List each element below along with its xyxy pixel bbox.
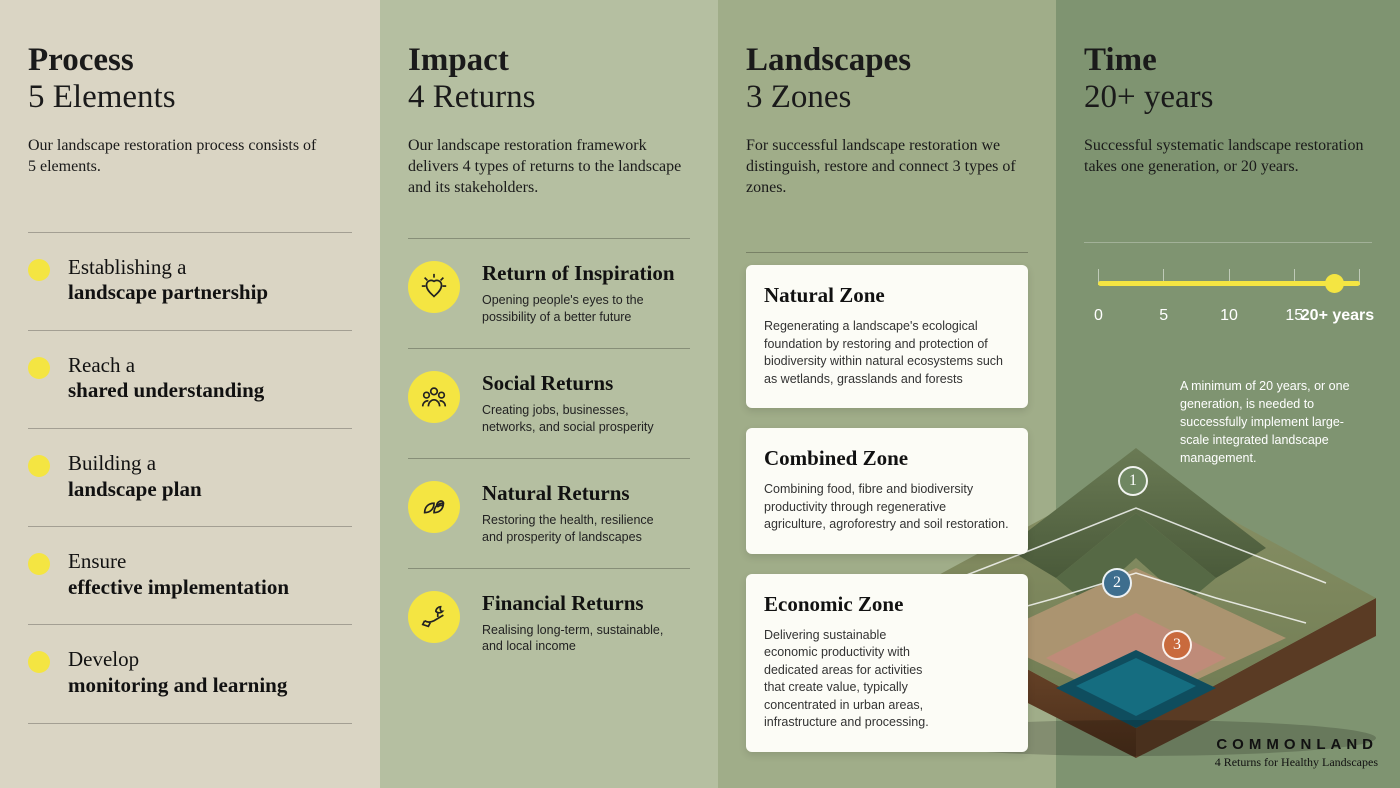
- zone-body: Regenerating a landscape's ecological fo…: [764, 318, 1010, 388]
- zones-list: Natural Zone Regenerating a landscape's …: [746, 252, 1028, 752]
- process-element-text: Establishing alandscape partnership: [68, 255, 268, 306]
- social-icon: [408, 371, 460, 423]
- process-element-text: Building alandscape plan: [68, 451, 202, 502]
- column-process: Process 5 Elements Our landscape restora…: [0, 0, 380, 788]
- zone-card: Economic Zone Delivering sustainable eco…: [746, 574, 1028, 752]
- process-desc: Our landscape restoration process consis…: [28, 136, 328, 178]
- bullet-dot-icon: [28, 553, 50, 575]
- impact-return: Return of Inspiration Opening people's e…: [408, 238, 690, 348]
- process-title: Process: [28, 42, 352, 79]
- timeline-tick-label: 0: [1094, 307, 1103, 325]
- impact-return-text: Financial Returns Realising long-term, s…: [482, 591, 672, 656]
- impact-return-title: Natural Returns: [482, 481, 672, 506]
- landscapes-desc: For successful landscape restoration we …: [746, 136, 1028, 198]
- time-desc: Successful systematic landscape restorat…: [1084, 136, 1372, 178]
- brand-name: COMMONLAND: [1215, 736, 1378, 753]
- process-element: Building alandscape plan: [28, 428, 352, 526]
- zone-card: Natural Zone Regenerating a landscape's …: [746, 265, 1028, 408]
- zone-pin-2: 2: [1102, 568, 1132, 598]
- zone-pin-3: 3: [1162, 630, 1192, 660]
- impact-return: Natural Returns Restoring the health, re…: [408, 458, 690, 568]
- zone-card: Combined Zone Combining food, fibre and …: [746, 428, 1028, 554]
- time-title: Time: [1084, 42, 1372, 79]
- natural-icon: [408, 481, 460, 533]
- process-element-text: Ensureeffective implementation: [68, 549, 289, 600]
- landscapes-subtitle: 3 Zones: [746, 79, 1028, 116]
- landscapes-title: Landscapes: [746, 42, 1028, 79]
- column-landscapes: Landscapes 3 Zones For successful landsc…: [718, 0, 1056, 788]
- process-element-text: Reach ashared understanding: [68, 353, 264, 404]
- timeline-tick-label: 10: [1220, 307, 1238, 325]
- process-element: Reach ashared understanding: [28, 330, 352, 428]
- impact-return-body: Opening people's eyes to the possibility…: [482, 292, 672, 326]
- process-element-text: Developmonitoring and learning: [68, 647, 287, 698]
- process-elements-list: Establishing alandscape partnership Reac…: [28, 232, 352, 724]
- impact-return-title: Return of Inspiration: [482, 261, 675, 286]
- column-impact: Impact 4 Returns Our landscape restorati…: [380, 0, 718, 788]
- impact-return-title: Financial Returns: [482, 591, 672, 616]
- bullet-dot-icon: [28, 357, 50, 379]
- process-element: Ensureeffective implementation: [28, 526, 352, 624]
- zone-title: Economic Zone: [764, 592, 1010, 617]
- bullet-dot-icon: [28, 259, 50, 281]
- zone-title: Combined Zone: [764, 446, 1010, 471]
- impact-return-text: Return of Inspiration Opening people's e…: [482, 261, 675, 326]
- impact-desc: Our landscape restoration framework deli…: [408, 136, 690, 198]
- process-element: Establishing alandscape partnership: [28, 232, 352, 330]
- zone-body: Combining food, fibre and biodiversity p…: [764, 481, 1010, 534]
- impact-subtitle: 4 Returns: [408, 79, 690, 116]
- impact-return-title: Social Returns: [482, 371, 672, 396]
- timeline-knob: [1325, 274, 1344, 293]
- timeline-tick-label: 20+ years: [1301, 307, 1374, 325]
- timeline-tick-label: 5: [1159, 307, 1168, 325]
- impact-return-body: Realising long-term, sustainable, and lo…: [482, 622, 672, 656]
- process-element: Developmonitoring and learning: [28, 624, 352, 723]
- financial-icon: [408, 591, 460, 643]
- zone-pin-1: 1: [1118, 466, 1148, 496]
- time-subtitle: 20+ years: [1084, 79, 1372, 116]
- process-subtitle: 5 Elements: [28, 79, 352, 116]
- inspiration-icon: [408, 261, 460, 313]
- bullet-dot-icon: [28, 455, 50, 477]
- zone-body: Delivering sustainable economic producti…: [764, 627, 932, 732]
- impact-title: Impact: [408, 42, 690, 79]
- zone-title: Natural Zone: [764, 283, 1010, 308]
- timeline-track: [1098, 281, 1360, 286]
- impact-return: Social Returns Creating jobs, businesses…: [408, 348, 690, 458]
- impact-return-body: Creating jobs, businesses, networks, and…: [482, 402, 672, 436]
- impact-return-text: Natural Returns Restoring the health, re…: [482, 481, 672, 546]
- impact-return-body: Restoring the health, resilience and pro…: [482, 512, 672, 546]
- brand-tagline: 4 Returns for Healthy Landscapes: [1215, 755, 1378, 770]
- impact-return-text: Social Returns Creating jobs, businesses…: [482, 371, 672, 436]
- impact-return: Financial Returns Realising long-term, s…: [408, 568, 690, 678]
- impact-returns-list: Return of Inspiration Opening people's e…: [408, 238, 690, 677]
- brand-block: COMMONLAND 4 Returns for Healthy Landsca…: [1215, 736, 1378, 770]
- bullet-dot-icon: [28, 651, 50, 673]
